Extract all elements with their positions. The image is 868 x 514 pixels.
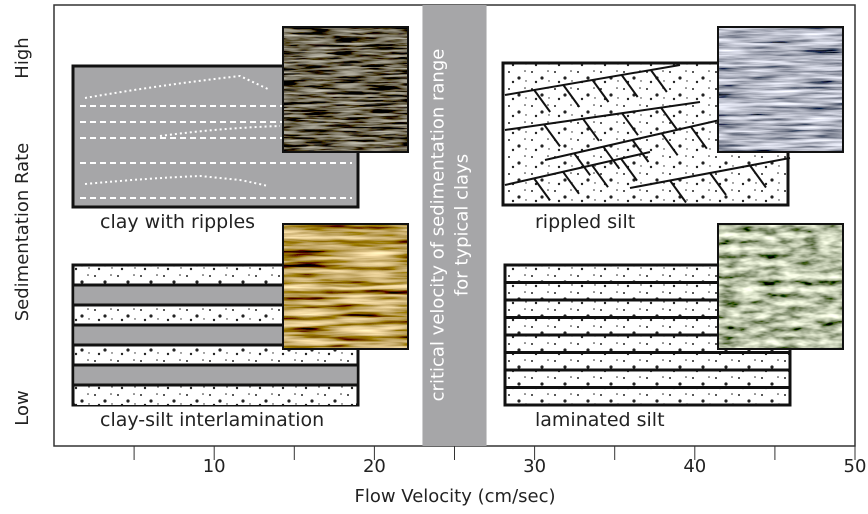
- panel-label: rippled silt: [535, 211, 635, 233]
- photo-frame: [717, 26, 844, 153]
- foreset: [562, 84, 581, 108]
- foreset: [620, 74, 639, 98]
- foreset: [591, 79, 610, 103]
- foreset: [533, 177, 551, 201]
- x-tick-label: 10: [203, 456, 226, 477]
- critical-band: [422, 5, 487, 446]
- photo: [283, 27, 408, 152]
- foreset: [582, 118, 600, 142]
- x-axis-label: Flow Velocity (cm/sec): [354, 486, 555, 507]
- layer: [75, 366, 356, 385]
- foreset: [620, 158, 638, 182]
- photo-frame: [282, 223, 409, 350]
- x-tick-label: 40: [683, 456, 706, 477]
- photo-frame: [282, 26, 409, 153]
- photo: [718, 27, 843, 152]
- panel-label: clay with ripples: [100, 211, 255, 233]
- band-label: for typical clays: [452, 154, 473, 296]
- layer: [75, 386, 356, 405]
- foreset: [690, 126, 708, 150]
- panel-label: clay-silt interlamination: [100, 409, 324, 431]
- foreset: [573, 152, 591, 176]
- x-tick-label: 50: [844, 456, 867, 477]
- x-tick-label: 20: [363, 456, 386, 477]
- foreset: [669, 179, 687, 204]
- y-high: High: [12, 37, 33, 78]
- y-low: Low: [12, 390, 33, 425]
- foreset: [749, 164, 767, 189]
- layer: [75, 346, 356, 365]
- ripple: [84, 174, 269, 187]
- foreset: [591, 164, 609, 188]
- photo: [283, 224, 408, 349]
- x-tick-label: 30: [523, 456, 546, 477]
- photo-frame: [717, 223, 844, 350]
- photo: [718, 224, 843, 349]
- panel-label: laminated silt: [535, 409, 665, 431]
- band-label: critical velocity of sedimentation range: [428, 49, 449, 402]
- y-axis-label: Sedimentation Rate: [12, 143, 33, 322]
- foreset: [543, 123, 561, 147]
- foreset: [650, 69, 668, 93]
- foreset: [533, 89, 551, 113]
- foreset: [631, 139, 650, 163]
- foreset: [562, 171, 580, 195]
- ripple: [159, 125, 281, 137]
- ripple-line: [504, 101, 701, 131]
- foreset: [602, 146, 621, 170]
- foreset: [660, 132, 679, 156]
- foreset: [621, 112, 639, 136]
- foreset: [709, 172, 727, 196]
- ripple-line: [504, 151, 651, 186]
- foreset: [660, 107, 678, 131]
